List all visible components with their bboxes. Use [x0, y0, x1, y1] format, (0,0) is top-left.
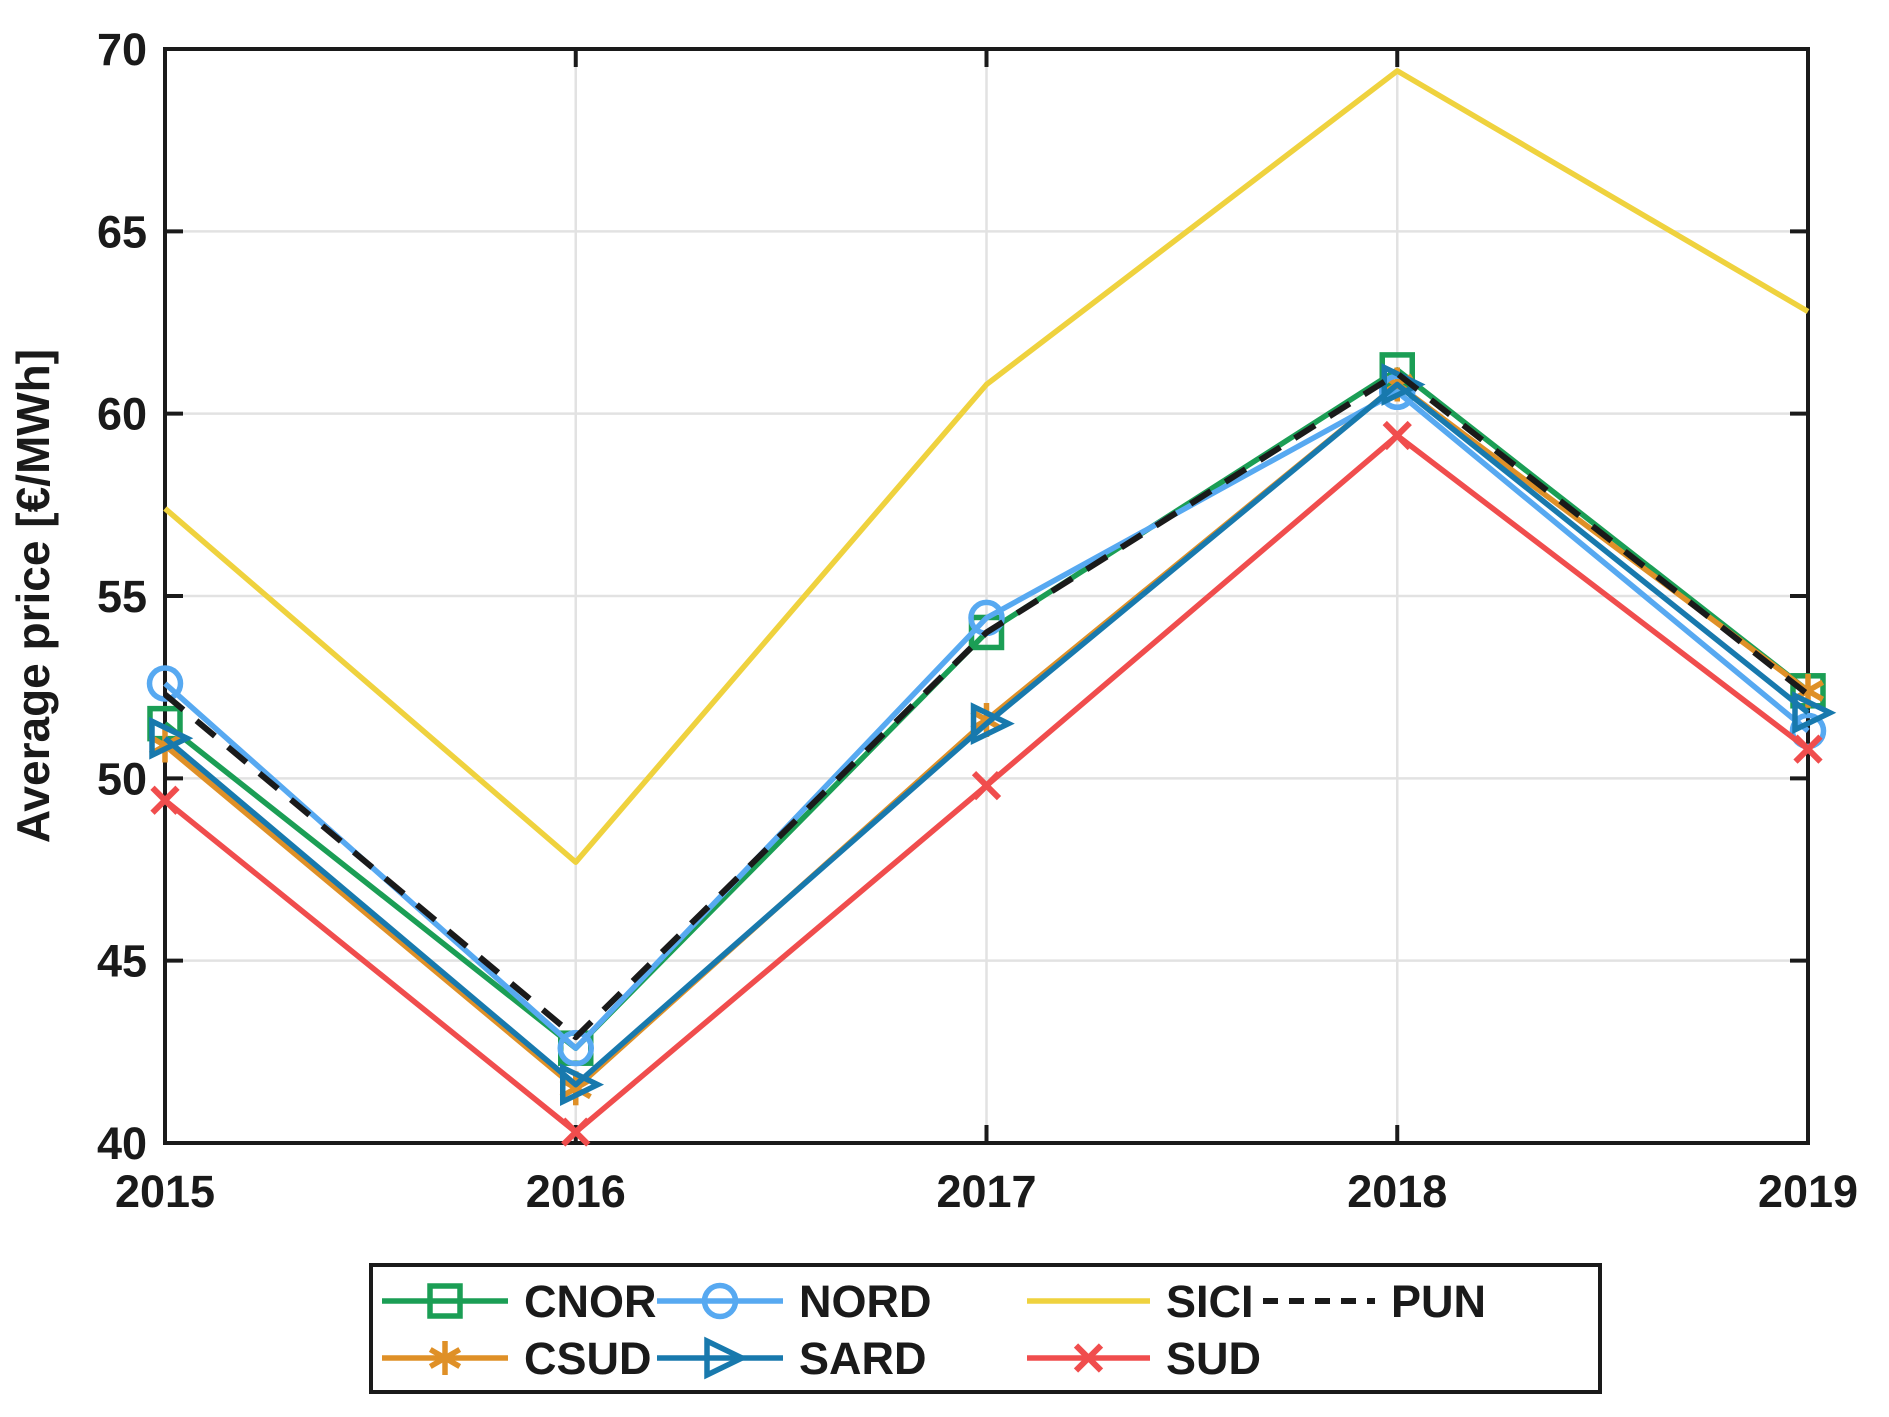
gridlines [165, 49, 1808, 1143]
x-marker [561, 1117, 591, 1147]
x-marker [1073, 1343, 1104, 1373]
x-marker [1793, 734, 1823, 764]
triangle-right-marker [970, 702, 1015, 746]
y-tick-label: 45 [97, 936, 147, 987]
legend: CNOR NORD SICI PUN CSUD SARD SUD [369, 1263, 1602, 1394]
x-tick-label: 2019 [1758, 1166, 1858, 1217]
series-sici [163, 68, 1810, 865]
y-tick-label: 70 [97, 24, 147, 75]
x-tick-label: 2016 [526, 1166, 626, 1217]
circle-marker [557, 1029, 594, 1067]
series-line-nord [163, 389, 1810, 1051]
series-sud [150, 420, 1823, 1147]
circle-marker [146, 665, 184, 702]
legend-label-cnor: CNOR [524, 1276, 657, 1327]
circle-marker [701, 1282, 739, 1320]
series-line-sici [163, 68, 1810, 865]
y-axis-label: Average price [€/MWh] [7, 348, 59, 844]
legend-label-sud: SUD [1166, 1333, 1261, 1384]
y-tick-label: 60 [97, 389, 147, 440]
tick-labels: 40 45 50 55 60 65 70 2015 2016 2017 2018 2019 [97, 24, 1858, 1217]
legend-item-sud: SUD [1027, 1333, 1261, 1384]
series-pun [163, 370, 1810, 1041]
triangle-right-marker [704, 1336, 749, 1380]
legend-label-csud: CSUD [524, 1333, 652, 1384]
legend-label-nord: NORD [799, 1276, 932, 1327]
x-marker [1382, 420, 1412, 451]
legend-label-sard: SARD [799, 1333, 927, 1384]
x-tick-label: 2017 [936, 1166, 1036, 1217]
legend-item-cnor: CNOR [382, 1276, 657, 1327]
legend-item-pun: PUN [1263, 1276, 1486, 1327]
x-tick-label: 2015 [115, 1166, 215, 1217]
y-tick-label: 40 [97, 1118, 147, 1169]
square-marker [427, 1283, 463, 1319]
triangle-right-marker [1792, 691, 1837, 735]
legend-item-sici: SICI [1027, 1276, 1254, 1327]
legend-label-sici: SICI [1166, 1276, 1254, 1327]
series-line-pun [163, 370, 1810, 1041]
x-marker [150, 785, 180, 815]
x-marker [971, 771, 1002, 801]
x-tick-label: 2018 [1347, 1166, 1447, 1217]
asterisk-marker [428, 1341, 462, 1375]
y-tick-label: 55 [97, 571, 147, 622]
series-line-sard [163, 381, 1810, 1088]
legend-item-csud: CSUD [382, 1333, 652, 1384]
axes-box [163, 47, 1810, 1145]
legend-item-sard: SARD [657, 1333, 927, 1384]
series-nord [146, 373, 1827, 1067]
y-tick-label: 65 [97, 206, 147, 257]
legend-box [369, 1263, 1602, 1394]
y-tick-label: 50 [97, 753, 147, 804]
triangle-right-marker [560, 1063, 605, 1107]
triangle-right-marker [149, 716, 194, 760]
legend-label-pun: PUN [1391, 1276, 1486, 1327]
legend-item-nord: NORD [657, 1276, 932, 1327]
